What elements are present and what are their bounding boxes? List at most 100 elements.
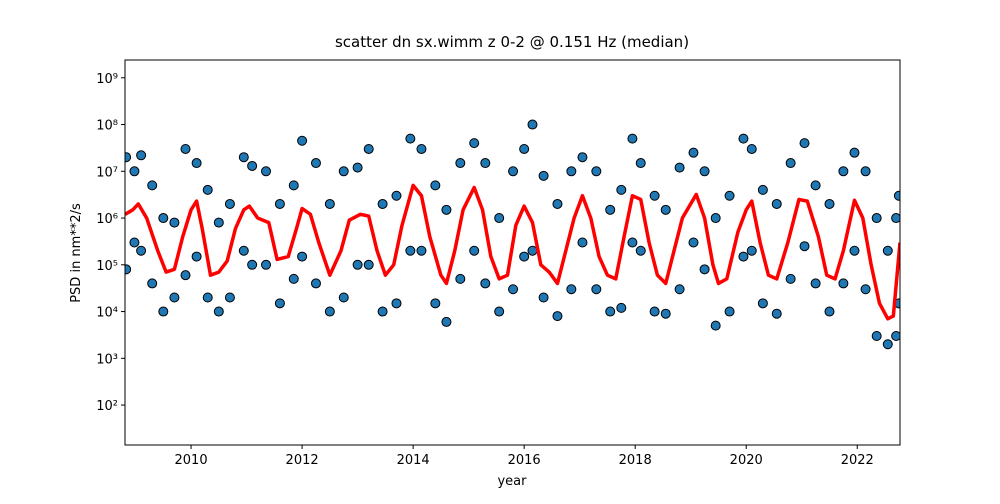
- scatter-point: [310, 278, 321, 289]
- scatter-point: [352, 259, 363, 270]
- scatter-point: [274, 298, 285, 309]
- plot-area: [125, 119, 900, 350]
- scatter-point: [213, 306, 224, 317]
- scatter-point: [441, 204, 452, 215]
- scatter-point: [724, 306, 735, 317]
- scatter-point: [441, 316, 452, 327]
- x-tick-label: 2022: [841, 453, 874, 468]
- scatter-point: [147, 180, 158, 191]
- y-tick-label: 10⁷: [96, 165, 118, 180]
- scatter-point: [416, 245, 427, 256]
- scatter-point: [810, 180, 821, 191]
- scatter-point: [710, 213, 721, 224]
- scatter-point: [147, 278, 158, 289]
- scatter-point: [605, 306, 616, 317]
- scatter-point: [338, 292, 349, 303]
- scatter-point: [224, 198, 235, 209]
- scatter-point: [247, 259, 258, 270]
- scatter-point: [674, 162, 685, 173]
- scatter-point: [405, 245, 416, 256]
- y-axis-label: PSD in nm**2/s: [69, 203, 84, 303]
- scatter-point: [158, 306, 169, 317]
- scatter-point: [125, 152, 132, 163]
- scatter-point: [377, 306, 388, 317]
- scatter-point: [688, 237, 699, 248]
- scatter-point: [627, 237, 638, 248]
- scatter-point: [591, 284, 602, 295]
- scatter-point: [871, 213, 882, 224]
- plot-frame: [124, 59, 901, 446]
- scatter-point: [430, 180, 441, 191]
- scatter-point: [480, 278, 491, 289]
- scatter-point: [724, 190, 735, 201]
- scatter-point: [297, 135, 308, 146]
- scatter-point: [838, 166, 849, 177]
- scatter-point: [430, 298, 441, 309]
- scatter-point: [635, 245, 646, 256]
- scatter-point: [363, 143, 374, 154]
- scatter-point: [616, 302, 627, 313]
- scatter-point: [508, 284, 519, 295]
- scatter-point: [180, 143, 191, 154]
- scatter-point: [191, 251, 202, 262]
- scatter-point: [261, 166, 272, 177]
- scatter-point: [310, 158, 321, 169]
- scatter-point: [288, 273, 299, 284]
- scatter-point: [824, 306, 835, 317]
- scatter-point: [391, 298, 402, 309]
- scatter-point: [849, 245, 860, 256]
- scatter-point: [771, 308, 782, 319]
- scatter-point: [480, 158, 491, 169]
- scatter-point: [566, 166, 577, 177]
- scatter-point: [261, 259, 272, 270]
- scatter-point: [169, 217, 180, 228]
- y-tick-label: 10⁶: [96, 212, 118, 227]
- scatter-point: [891, 331, 900, 342]
- scatter-point: [605, 204, 616, 215]
- scatter-point: [191, 158, 202, 169]
- scatter-point: [757, 184, 768, 195]
- y-tick-label: 10⁵: [96, 259, 118, 274]
- scatter-point: [247, 160, 258, 171]
- scatter-point: [746, 143, 757, 154]
- x-tick-label: 2010: [175, 453, 208, 468]
- scatter-point: [649, 306, 660, 317]
- scatter-point: [469, 138, 480, 149]
- scatter-point: [391, 190, 402, 201]
- scatter-point: [274, 198, 285, 209]
- scatter-point: [494, 213, 505, 224]
- scatter-point: [180, 270, 191, 281]
- y-tick-label: 10³: [96, 352, 118, 367]
- scatter-point: [738, 133, 749, 144]
- scatter-point: [224, 292, 235, 303]
- scatter-point: [660, 308, 671, 319]
- scatter-point: [455, 158, 466, 169]
- scatter-point: [297, 251, 308, 262]
- x-axis-label: year: [497, 474, 527, 489]
- scatter-point: [125, 264, 132, 275]
- x-tick-label: 2016: [508, 453, 541, 468]
- scatter-point: [849, 147, 860, 158]
- scatter-point: [538, 170, 549, 181]
- y-tick-label: 10⁸: [96, 119, 118, 134]
- scatter-point: [871, 331, 882, 342]
- median-line: [125, 183, 900, 321]
- chart-title: scatter dn sx.wimm z 0-2 @ 0.151 Hz (med…: [335, 33, 689, 51]
- scatter-point: [527, 119, 538, 130]
- scatter-point: [591, 166, 602, 177]
- scatter-point: [338, 166, 349, 177]
- scatter-point: [129, 237, 140, 248]
- scatter-point: [169, 292, 180, 303]
- scatter-point: [238, 245, 249, 256]
- scatter-point: [635, 158, 646, 169]
- scatter-point: [213, 217, 224, 228]
- scatter-point: [538, 292, 549, 303]
- scatter-point: [674, 284, 685, 295]
- scatter-point: [627, 133, 638, 144]
- y-tick-label: 10⁴: [96, 306, 118, 321]
- scatter-point: [577, 237, 588, 248]
- scatter-point: [799, 138, 810, 149]
- scatter-point: [785, 158, 796, 169]
